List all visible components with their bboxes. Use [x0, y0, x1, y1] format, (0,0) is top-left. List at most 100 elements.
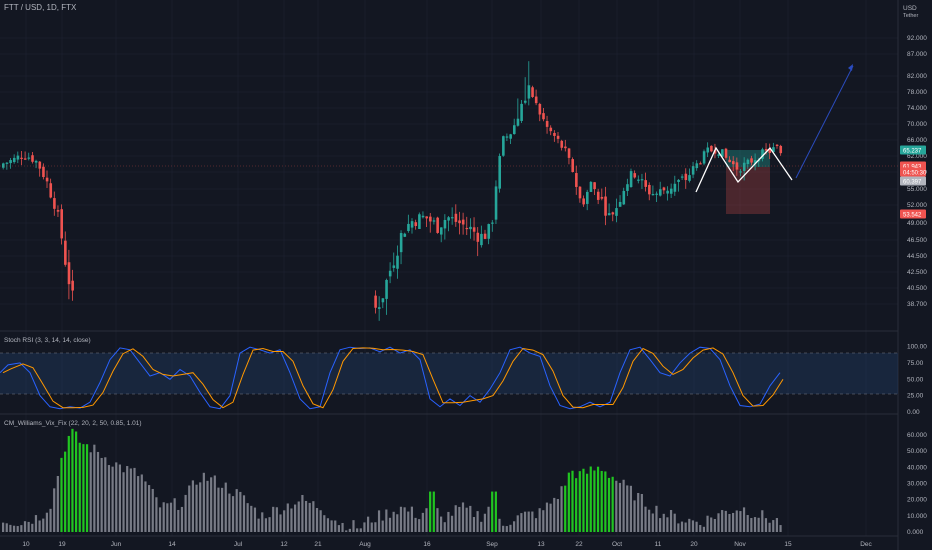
vix-bar: [89, 452, 92, 532]
vix-bar: [447, 511, 450, 532]
candle-body: [480, 233, 483, 246]
vix-bar: [513, 521, 516, 532]
candle-body: [618, 201, 622, 207]
vix-axis-label: 60.000: [907, 432, 927, 439]
vix-bars: [2, 428, 782, 532]
vix-bar: [202, 472, 205, 532]
vix-bar: [545, 502, 549, 532]
candle-body: [571, 159, 574, 172]
vix-bar: [440, 516, 443, 532]
vix-bar: [713, 518, 716, 532]
candle-body: [553, 132, 556, 136]
candle-body: [450, 217, 454, 219]
time-axis-label: Nov: [734, 541, 746, 548]
williams-vix-fix-pane[interactable]: [2, 428, 782, 532]
vix-fix-title[interactable]: CM_Williams_Vix_Fix (22, 20, 2, 50, 0.85…: [4, 420, 142, 427]
candle-body: [45, 177, 49, 182]
vix-bar: [352, 520, 355, 532]
stoch-rsi-pane[interactable]: [0, 346, 898, 410]
vix-bar: [34, 515, 38, 532]
vix-bar: [279, 514, 282, 532]
projection-arrow-line: [795, 65, 854, 179]
candle-body: [9, 160, 12, 164]
stoch-axis-label: 75.00: [907, 360, 924, 367]
vix-bar: [78, 442, 81, 532]
vix-bar: [217, 487, 220, 532]
candle-body: [374, 295, 377, 308]
vix-bar: [12, 525, 16, 532]
vix-bar: [407, 511, 410, 532]
candle-body: [607, 213, 611, 216]
vix-bar: [264, 518, 267, 532]
vix-bar: [553, 497, 556, 532]
candle-body: [20, 157, 23, 159]
vix-bar: [118, 464, 121, 532]
price-axis-label: 78.000: [907, 89, 927, 96]
vix-bar: [542, 510, 545, 532]
candle-body: [421, 215, 425, 218]
vix-bar: [345, 530, 348, 532]
vix-bar: [768, 522, 771, 532]
vix-bar: [476, 511, 479, 532]
vix-bar: [436, 508, 439, 532]
vix-bar: [82, 444, 85, 532]
candle-body: [27, 157, 31, 159]
vix-bar: [341, 522, 344, 532]
vix-bar: [728, 513, 731, 532]
candle-body: [498, 156, 501, 189]
candle-body: [651, 193, 655, 196]
vix-bar: [96, 451, 100, 532]
price-tag-box: [900, 167, 926, 177]
vix-bar: [363, 522, 366, 532]
vix-bar: [575, 478, 578, 532]
vix-bar: [779, 525, 782, 532]
vix-bar: [560, 486, 563, 532]
candle-body: [713, 150, 717, 154]
vix-bar: [429, 491, 432, 532]
vix-bar: [761, 510, 764, 532]
vix-bar: [122, 472, 125, 532]
vix-bar: [385, 509, 388, 532]
vix-bar: [180, 506, 184, 532]
candle-body: [662, 187, 666, 191]
currency-label: USD: [903, 5, 917, 12]
vix-bar: [235, 489, 238, 532]
price-axis-label: 46.500: [907, 237, 927, 244]
candle-body: [691, 166, 695, 175]
price-pane[interactable]: [0, 61, 898, 321]
time-axis-label: 14: [168, 541, 176, 548]
symbol-title[interactable]: FTT / USD, 1D, FTX: [4, 3, 77, 12]
vix-bar: [133, 467, 136, 532]
price-axis-label: 38.700: [907, 301, 927, 308]
grid-lines: [0, 0, 898, 536]
stoch-d-line: [2, 347, 784, 409]
vix-bar: [662, 513, 665, 532]
price-axis-label: 62.000: [907, 153, 927, 160]
vix-bar: [315, 508, 319, 532]
vix-bar: [27, 521, 30, 532]
time-axis-label: Dec: [860, 541, 872, 548]
vix-bar: [56, 475, 59, 532]
candle-body: [472, 227, 476, 232]
vix-bar: [261, 512, 264, 532]
candle-body: [12, 157, 16, 163]
vix-bar: [516, 515, 519, 532]
vix-bar: [308, 502, 311, 532]
vix-bar: [604, 471, 607, 532]
vix-bar: [677, 523, 680, 532]
vix-bar: [425, 508, 428, 532]
candle-body: [564, 146, 567, 149]
vix-bar: [702, 526, 705, 532]
candle-body: [637, 179, 640, 181]
vix-bar: [534, 518, 538, 532]
vix-bar: [137, 476, 140, 532]
candle-body: [545, 121, 549, 127]
projection-arrow-head: [848, 64, 853, 71]
vix-bar: [742, 507, 746, 532]
vix-bar: [348, 528, 351, 532]
candle-body: [768, 149, 772, 153]
vix-bar: [673, 513, 676, 532]
vix-bar: [2, 522, 5, 532]
stoch-rsi-title[interactable]: Stoch RSI (3, 3, 14, 14, close): [4, 337, 91, 344]
